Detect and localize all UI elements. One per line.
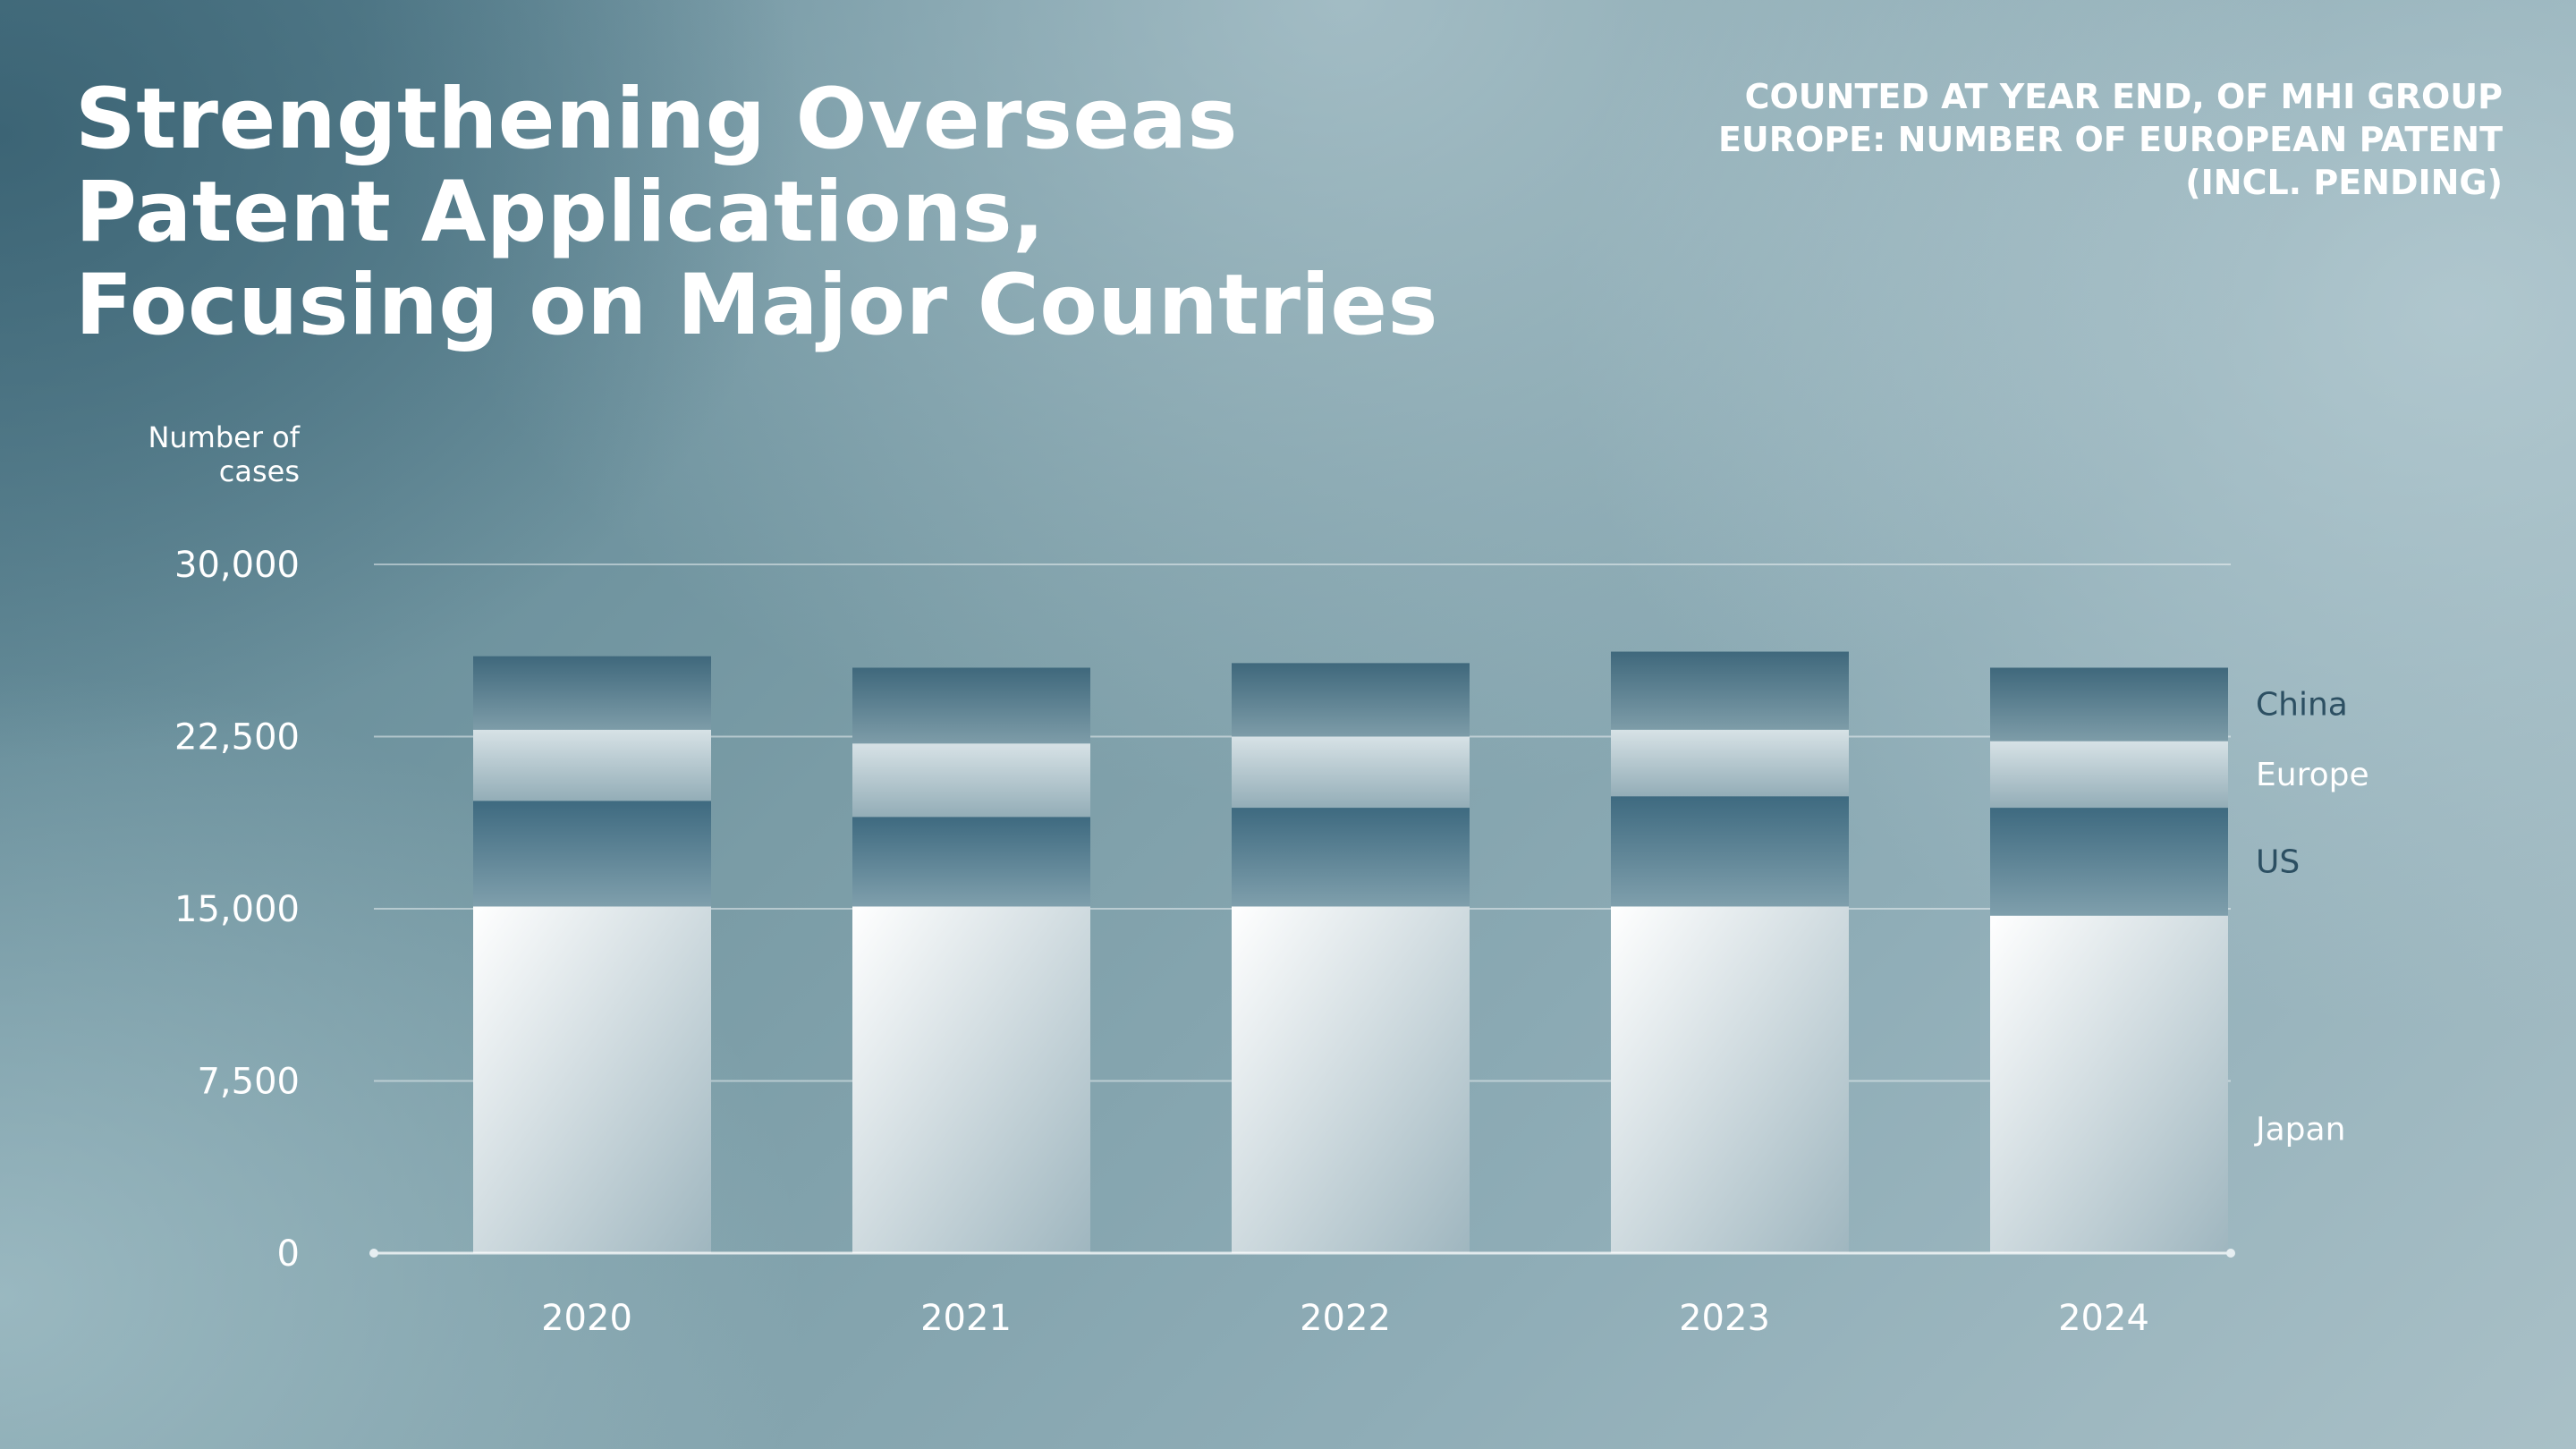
series-label-us: US xyxy=(2256,843,2300,880)
y-tick-label: 30,000 xyxy=(174,545,300,586)
series-label-europe: Europe xyxy=(2256,757,2369,793)
y-axis-label: Number of cases xyxy=(148,420,300,488)
chart-note: COUNTED AT YEAR END, OF MHI GROUP EUROPE… xyxy=(1717,77,2503,202)
bar-europe-2022 xyxy=(1232,736,1470,809)
bar-china-2021 xyxy=(852,667,1090,744)
bar-china-2022 xyxy=(1232,663,1470,737)
axis-end-dot xyxy=(369,1249,378,1258)
x-tick-label: 2022 xyxy=(1300,1298,1391,1339)
y-tick-label: 7,500 xyxy=(197,1062,300,1103)
bar-japan-2022 xyxy=(1232,906,1470,1253)
bars xyxy=(473,651,2228,1253)
bar-japan-2023 xyxy=(1611,906,1849,1253)
bar-japan-2021 xyxy=(852,906,1090,1253)
bar-europe-2021 xyxy=(852,743,1090,818)
bar-us-2020 xyxy=(473,801,711,907)
bar-europe-2020 xyxy=(473,729,711,801)
labels: Japan US Europe China xyxy=(2254,687,2369,1148)
axis-end-dot xyxy=(2226,1249,2235,1258)
series-label-china: China xyxy=(2256,687,2348,724)
bar-europe-2023 xyxy=(1611,729,1849,797)
bar-china-2023 xyxy=(1611,651,1849,730)
page-title: Strengthening Overseas Patent Applicatio… xyxy=(75,71,1438,354)
bar-china-2024 xyxy=(1990,667,2228,741)
y-tick-label: 0 xyxy=(277,1233,300,1275)
bar-us-2022 xyxy=(1232,808,1470,907)
bar-japan-2020 xyxy=(473,906,711,1253)
x-tick-label: 2020 xyxy=(541,1298,632,1339)
x-tick-label: 2021 xyxy=(920,1298,1012,1339)
bar-china-2020 xyxy=(473,656,711,730)
x-tick-label: 2024 xyxy=(2058,1298,2149,1339)
bar-us-2021 xyxy=(852,817,1090,907)
y-tick-label: 22,500 xyxy=(174,717,300,758)
bar-us-2023 xyxy=(1611,796,1849,907)
axes: 0 7,500 15,000 22,500 30,000 Number of cases 20… xyxy=(148,420,2235,1339)
series-label-japan: Japan xyxy=(2254,1111,2345,1148)
bar-japan-2024 xyxy=(1990,915,2228,1253)
bar-us-2024 xyxy=(1990,808,2228,916)
x-tick-label: 2023 xyxy=(1679,1298,1770,1339)
y-tick-label: 15,000 xyxy=(174,889,300,930)
bar-europe-2024 xyxy=(1990,741,2228,809)
